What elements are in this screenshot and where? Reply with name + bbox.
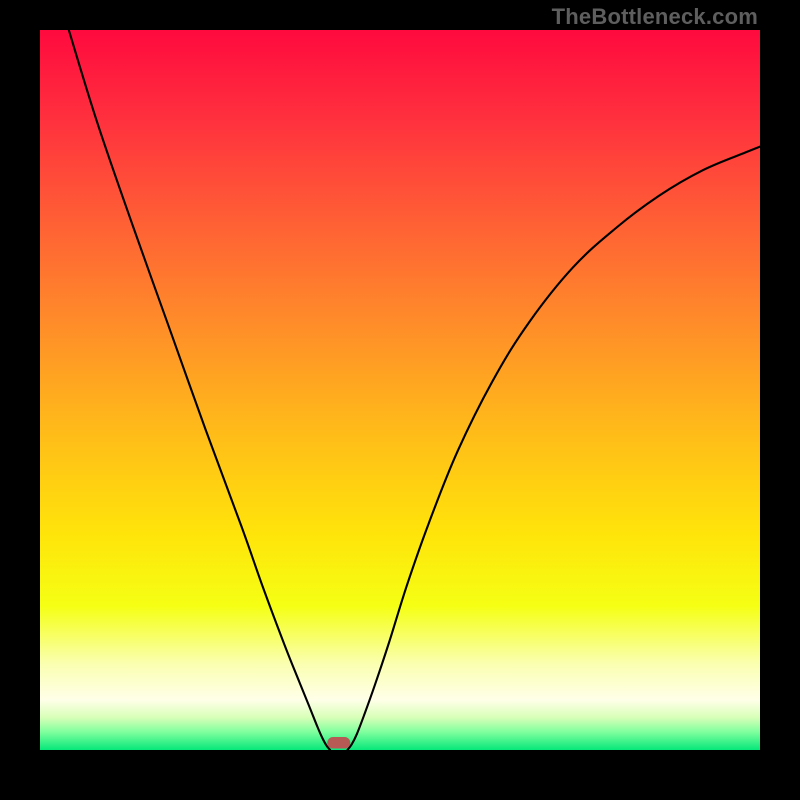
chart-frame: TheBottleneck.com <box>0 0 800 800</box>
plot-svg <box>40 30 760 750</box>
plot-area <box>40 30 760 750</box>
optimum-marker <box>327 737 350 749</box>
plot-background <box>40 30 760 750</box>
watermark-text: TheBottleneck.com <box>552 4 758 30</box>
